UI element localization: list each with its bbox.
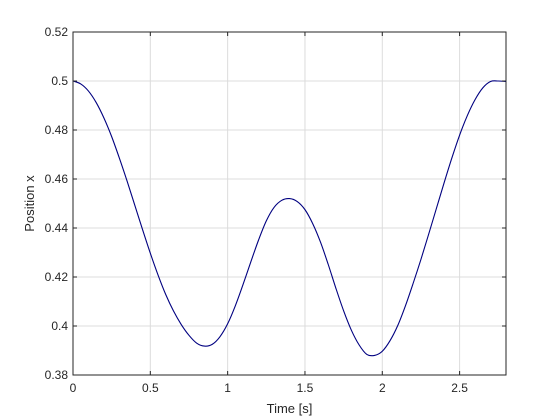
x-tick-label: 1.5 (297, 381, 314, 395)
y-tick-label: 0.38 (45, 368, 69, 382)
x-tick-label: 2 (379, 381, 386, 395)
y-tick-label: 0.52 (45, 25, 69, 39)
x-axis-ticks: 0 0.5 1 1.5 2 2.5 (70, 32, 468, 395)
y-axis-label: Position x (22, 175, 37, 232)
y-tick-label: 0.5 (51, 74, 68, 88)
grid (72, 31, 506, 376)
y-tick-label: 0.44 (45, 221, 69, 235)
x-tick-label: 0 (70, 381, 77, 395)
x-axis-label: Time [s] (267, 401, 313, 416)
y-tick-label: 0.48 (45, 123, 69, 137)
x-tick-label: 1 (224, 381, 231, 395)
y-tick-label: 0.46 (45, 172, 69, 186)
series-line (72, 80, 507, 357)
y-axis-ticks: 0.38 0.4 0.42 0.44 0.46 0.48 0.5 0.52 (45, 25, 506, 382)
x-tick-label: 0.5 (142, 381, 159, 395)
y-tick-label: 0.42 (45, 270, 69, 284)
plot-area-frame (72, 31, 507, 376)
y-tick-label: 0.4 (51, 319, 68, 333)
series-layer (72, 80, 507, 357)
x-tick-label: 2.5 (451, 381, 468, 395)
